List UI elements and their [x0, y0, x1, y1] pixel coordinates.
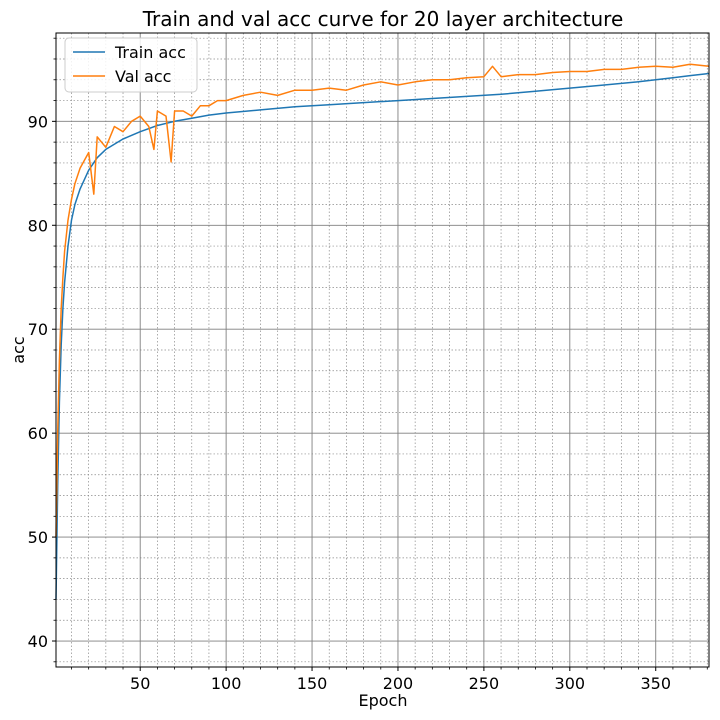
- x-axis-label: Epoch: [359, 691, 408, 710]
- x-tick-label: 200: [383, 674, 414, 693]
- legend-label-train: Train acc: [114, 43, 186, 62]
- x-tick-label: 250: [469, 674, 500, 693]
- x-tick-label: 100: [211, 674, 242, 693]
- series-line-train: [55, 72, 710, 600]
- legend: Train acc Val acc: [64, 37, 198, 93]
- x-axis-ticks: 50 100 150 200 250 300 350: [71, 667, 708, 693]
- x-tick-label: 300: [555, 674, 586, 693]
- minor-grid: [56, 33, 709, 667]
- y-axis-label: acc: [9, 336, 28, 363]
- legend-label-val: Val acc: [115, 67, 171, 86]
- y-tick-label: 50: [28, 528, 48, 547]
- y-tick-label: 80: [28, 216, 48, 235]
- y-tick-label: 40: [28, 632, 48, 651]
- x-tick-label: 350: [640, 674, 671, 693]
- y-tick-label: 70: [28, 320, 48, 339]
- y-tick-label: 60: [28, 424, 48, 443]
- chart-title: Train and val acc curve for 20 layer arc…: [142, 7, 624, 31]
- x-tick-label: 150: [297, 674, 328, 693]
- major-grid: [56, 33, 709, 667]
- y-axis-ticks: 40 50 60 70 80 90: [28, 37, 56, 663]
- series-line-val: [55, 63, 710, 538]
- series-layer: [55, 63, 710, 600]
- y-tick-label: 90: [28, 112, 48, 131]
- x-tick-label: 50: [130, 674, 150, 693]
